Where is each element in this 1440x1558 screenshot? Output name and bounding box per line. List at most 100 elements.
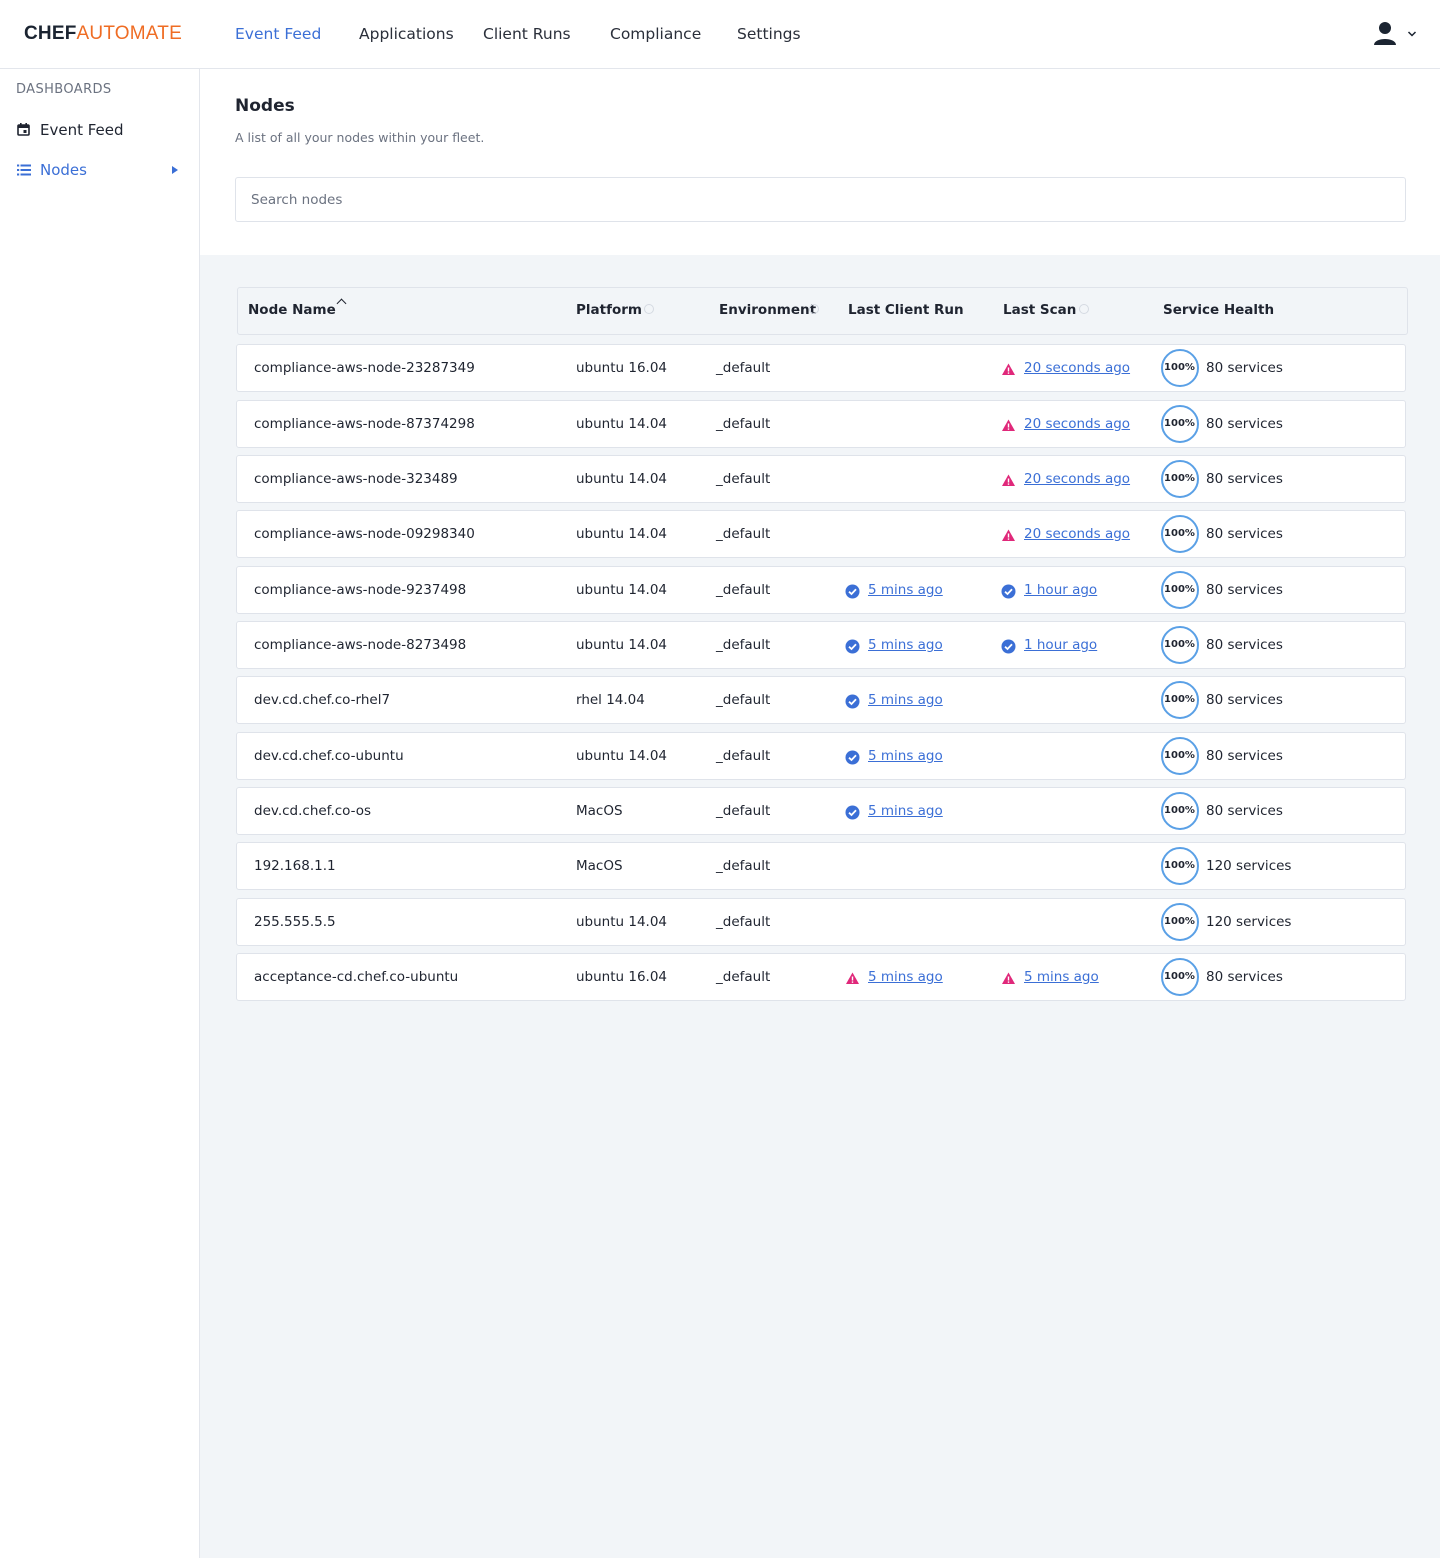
node-platform: ubuntu 14.04 [576, 582, 668, 598]
service-health-ring: 100% [1161, 349, 1199, 387]
check-circle-icon [845, 694, 860, 709]
nav-client-runs[interactable]: Client Runs [483, 25, 571, 43]
node-platform: ubuntu 14.04 [576, 526, 668, 542]
last-client-run-link[interactable]: 5 mins ago [868, 692, 943, 708]
table-row[interactable]: compliance-aws-node-87374298 ubuntu 14.04… [236, 400, 1406, 448]
service-count: 80 services [1206, 637, 1283, 653]
sidebar-item-label: Nodes [40, 161, 87, 179]
table-row[interactable]: compliance-aws-node-09298340 ubuntu 14.04… [236, 510, 1406, 558]
node-platform: MacOS [576, 858, 623, 874]
page-title: Nodes [235, 96, 295, 116]
service-count: 80 services [1206, 803, 1283, 819]
warning-icon [845, 971, 860, 986]
column-header-service-health[interactable]: Service Health [1163, 302, 1275, 318]
check-circle-icon [845, 805, 860, 820]
service-count: 120 services [1206, 914, 1292, 930]
node-name: compliance-aws-node-09298340 [254, 526, 475, 542]
warning-icon [1001, 362, 1016, 377]
last-scan-link[interactable]: 1 hour ago [1024, 637, 1098, 653]
service-health-ring: 100% [1161, 792, 1199, 830]
last-scan-link[interactable]: 20 seconds ago [1024, 526, 1131, 542]
nav-settings[interactable]: Settings [737, 25, 801, 43]
nav-event-feed[interactable]: Event Feed [235, 25, 322, 43]
service-health-percent: 100% [1164, 584, 1195, 595]
calendar-icon [17, 123, 30, 136]
node-environment: _default [716, 692, 771, 708]
node-name: 255.555.5.5 [254, 914, 336, 930]
check-circle-icon [1001, 584, 1016, 599]
node-name: compliance-aws-node-8273498 [254, 637, 467, 653]
column-header-platform[interactable]: Platform [576, 302, 642, 318]
sidebar-heading: DASHBOARDS [16, 82, 112, 97]
column-header-environment[interactable]: Environment [719, 302, 817, 318]
service-health-ring: 100% [1161, 405, 1199, 443]
node-environment: _default [716, 471, 771, 487]
check-circle-icon [845, 639, 860, 654]
node-platform: ubuntu 14.04 [576, 637, 668, 653]
service-count: 80 services [1206, 471, 1283, 487]
last-scan-link[interactable]: 20 seconds ago [1024, 360, 1131, 376]
sort-icon[interactable] [644, 304, 654, 314]
last-client-run-link[interactable]: 5 mins ago [868, 803, 943, 819]
last-scan-link[interactable]: 20 seconds ago [1024, 471, 1131, 487]
service-health-percent: 100% [1164, 805, 1195, 816]
search-nodes-input[interactable] [235, 177, 1406, 222]
table-row[interactable]: acceptance-cd.chef.co-ubuntu ubuntu 16.04… [236, 953, 1406, 1001]
service-count: 80 services [1206, 582, 1283, 598]
last-client-run-link[interactable]: 5 mins ago [868, 637, 943, 653]
warning-icon [1001, 528, 1016, 543]
last-scan-link[interactable]: 1 hour ago [1024, 582, 1098, 598]
table-row[interactable]: compliance-aws-node-23287349 ubuntu 16.04… [236, 344, 1406, 392]
node-platform: MacOS [576, 803, 623, 819]
service-health-ring: 100% [1161, 958, 1199, 996]
table-row[interactable]: dev.cd.chef.co-os MacOS _default 5 mins ago… [236, 787, 1406, 835]
node-name: dev.cd.chef.co-rhel7 [254, 692, 391, 708]
node-name: 192.168.1.1 [254, 858, 336, 874]
last-scan-link[interactable]: 20 seconds ago [1024, 416, 1131, 432]
user-menu[interactable] [1370, 20, 1420, 50]
warning-icon [1001, 971, 1016, 986]
sidebar-item-event-feed[interactable]: Event Feed [0, 114, 199, 146]
sidebar-item-label: Event Feed [40, 121, 124, 139]
service-health-percent: 100% [1164, 860, 1195, 871]
node-name: acceptance-cd.chef.co-ubuntu [254, 969, 459, 985]
column-header-last-scan[interactable]: Last Scan [1003, 302, 1077, 318]
caret-right-icon [172, 166, 178, 174]
node-name: compliance-aws-node-23287349 [254, 360, 475, 376]
last-client-run-link[interactable]: 5 mins ago [868, 582, 943, 598]
user-icon [1374, 22, 1396, 45]
table-row[interactable]: dev.cd.chef.co-rhel7 rhel 14.04 _default 5 … [236, 676, 1406, 724]
node-platform: ubuntu 14.04 [576, 748, 668, 764]
table-row[interactable]: compliance-aws-node-9237498 ubuntu 14.04 _… [236, 566, 1406, 614]
chef-automate-logo[interactable]: CHEFAUTOMATE [24, 23, 182, 45]
node-name: dev.cd.chef.co-ubuntu [254, 748, 404, 764]
service-health-ring: 100% [1161, 626, 1199, 664]
sidebar-item-nodes[interactable]: Nodes [0, 154, 199, 186]
last-client-run-link[interactable]: 5 mins ago [868, 969, 943, 985]
table-row[interactable]: dev.cd.chef.co-ubuntu ubuntu 14.04 _defaul… [236, 732, 1406, 780]
table-header: Node Name Platform Environment Last Clie… [237, 287, 1408, 335]
column-header-last-client-run[interactable]: Last Client Run [848, 302, 964, 318]
sort-ascending-icon[interactable] [336, 298, 347, 309]
sidebar: DASHBOARDS Event Feed Nodes [0, 69, 200, 1558]
page-header: Nodes A list of all your nodes within yo… [200, 69, 1440, 255]
sort-icon[interactable] [1079, 304, 1089, 314]
table-row[interactable]: compliance-aws-node-8273498 ubuntu 14.04 _… [236, 621, 1406, 669]
node-name: compliance-aws-node-9237498 [254, 582, 467, 598]
service-health-percent: 100% [1164, 971, 1195, 982]
service-count: 80 services [1206, 416, 1283, 432]
table-row[interactable]: 192.168.1.1 MacOS _default 100% 120 services [236, 842, 1406, 890]
nav-applications[interactable]: Applications [359, 25, 454, 43]
last-client-run-link[interactable]: 5 mins ago [868, 748, 943, 764]
service-health-ring: 100% [1161, 681, 1199, 719]
service-health-percent: 100% [1164, 916, 1195, 927]
node-platform: ubuntu 14.04 [576, 914, 668, 930]
column-header-node-name[interactable]: Node Name [248, 302, 336, 318]
sort-icon[interactable] [809, 304, 819, 314]
last-scan-link[interactable]: 5 mins ago [1024, 969, 1099, 985]
service-health-ring: 100% [1161, 571, 1199, 609]
nav-compliance[interactable]: Compliance [610, 25, 702, 43]
table-row[interactable]: compliance-aws-node-323489 ubuntu 14.04 _d… [236, 455, 1406, 503]
table-row[interactable]: 255.555.5.5 ubuntu 14.04 _default 100% 120 s… [236, 898, 1406, 946]
service-health-percent: 100% [1164, 473, 1195, 484]
